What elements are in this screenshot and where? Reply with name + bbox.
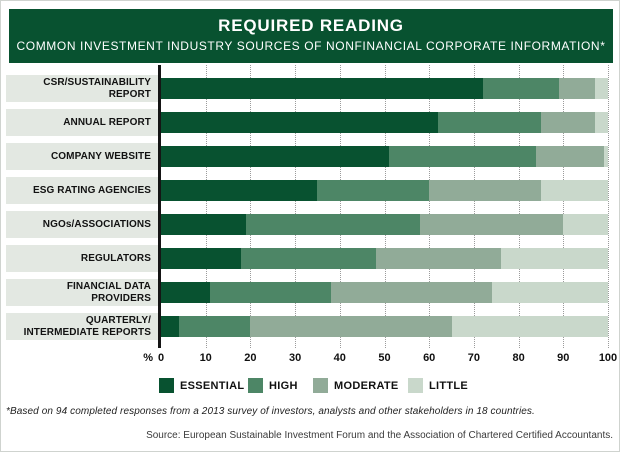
- gridline: [473, 65, 475, 348]
- category-label: COMPANY WEBSITE: [6, 143, 158, 170]
- header-banner: REQUIRED READING COMMON INVESTMENT INDUS…: [9, 9, 613, 63]
- bar-segment-little: [451, 316, 608, 337]
- gridline: [384, 65, 386, 348]
- bar-segment-moderate: [250, 316, 452, 337]
- bar-row: [161, 112, 608, 133]
- bar-segment-moderate: [330, 282, 492, 303]
- source-credit: Source: European Sustainable Investment …: [146, 430, 613, 441]
- bar-segment-moderate: [558, 78, 595, 99]
- gridline: [563, 65, 565, 348]
- bar-segment-moderate: [429, 180, 541, 201]
- legend-swatch-icon: [313, 378, 328, 393]
- bar-segment-little: [603, 146, 608, 167]
- x-tick-label: 80: [512, 352, 525, 364]
- gridline: [608, 65, 609, 348]
- legend-swatch-icon: [248, 378, 263, 393]
- category-label: QUARTERLY/ INTERMEDIATE REPORTS: [6, 313, 158, 340]
- bar-segment-high: [317, 180, 430, 201]
- bar-row: [161, 214, 608, 235]
- y-axis-line: [158, 65, 161, 348]
- legend-item: MODERATE: [313, 378, 399, 393]
- gridline: [518, 65, 520, 348]
- x-tick-label: 30: [288, 352, 302, 364]
- page-title: REQUIRED READING: [218, 16, 404, 35]
- bar-segment-essential: [161, 248, 242, 269]
- page-subtitle: COMMON INVESTMENT INDUSTRY SOURCES OF NO…: [16, 39, 606, 53]
- legend-label: ESSENTIAL: [180, 379, 245, 392]
- legend-item: HIGH: [248, 378, 298, 393]
- x-tick-label: 50: [378, 352, 391, 364]
- legend-label: MODERATE: [334, 379, 399, 392]
- x-tick-label: 70: [467, 352, 481, 364]
- gridline: [250, 65, 252, 348]
- category-label: FINANCIAL DATA PROVIDERS: [6, 279, 158, 306]
- bar-row: [161, 180, 608, 201]
- bar-row: [161, 282, 608, 303]
- category-label: NGOs/ASSOCIATIONS: [6, 211, 158, 238]
- legend-label: LITTLE: [429, 379, 469, 392]
- bar-segment-high: [245, 214, 421, 235]
- gridline: [295, 65, 297, 348]
- bar-segment-essential: [161, 282, 211, 303]
- bar-segment-little: [500, 248, 608, 269]
- legend-swatch-icon: [408, 378, 423, 393]
- bar-segment-high: [482, 78, 559, 99]
- category-label: REGULATORS: [6, 245, 158, 272]
- gridline: [205, 65, 207, 348]
- x-tick-label: 60: [423, 352, 436, 364]
- bar-row: [161, 248, 608, 269]
- bar-segment-essential: [161, 112, 439, 133]
- legend-swatch-icon: [159, 378, 174, 393]
- bar-segment-moderate: [420, 214, 564, 235]
- gridline: [339, 65, 341, 348]
- bar-segment-little: [594, 78, 608, 99]
- bar-segment-high: [241, 248, 376, 269]
- bar-segment-essential: [161, 316, 179, 337]
- category-label: CSR/SUSTAINABILITY REPORT: [6, 75, 158, 102]
- percent-axis-label: %: [143, 352, 153, 364]
- bar-segment-little: [540, 180, 608, 201]
- bar-row: [161, 78, 608, 99]
- x-tick-label: 90: [557, 352, 570, 364]
- bar-segment-high: [438, 112, 541, 133]
- x-tick-label: 0: [157, 352, 165, 364]
- plot-area: % 0 10 20 30 40 50 60 70 80 90 100 CSR/SUSTAINABILI…: [1, 65, 619, 365]
- category-label: ESG RATING AGENCIES: [6, 177, 158, 204]
- bar-segment-essential: [161, 146, 389, 167]
- bar-segment-essential: [161, 78, 483, 99]
- bar-segment-essential: [161, 180, 318, 201]
- footnote: *Based on 94 completed responses from a …: [6, 406, 535, 417]
- bar-row: [161, 146, 608, 167]
- bar-row: [161, 316, 608, 337]
- legend-item: ESSENTIAL: [159, 378, 244, 393]
- x-tick-label: 100: [598, 352, 618, 364]
- x-tick-label: 20: [244, 352, 257, 364]
- bar-segment-high: [178, 316, 251, 337]
- legend-item: LITTLE: [408, 378, 468, 393]
- gridline: [429, 65, 431, 348]
- bar-segment-moderate: [540, 112, 595, 133]
- x-tick-label: 10: [199, 352, 212, 364]
- category-label: ANNUAL REPORT: [6, 109, 158, 136]
- bar-segment-little: [594, 112, 608, 133]
- bar-segment-high: [210, 282, 331, 303]
- bar-segment-moderate: [375, 248, 501, 269]
- bar-segment-little: [491, 282, 608, 303]
- x-tick-label: 40: [333, 352, 346, 364]
- bar-segment-moderate: [536, 146, 604, 167]
- legend-label: HIGH: [269, 379, 298, 392]
- bar-segment-little: [563, 214, 608, 235]
- bar-segment-essential: [161, 214, 246, 235]
- bar-segment-high: [388, 146, 537, 167]
